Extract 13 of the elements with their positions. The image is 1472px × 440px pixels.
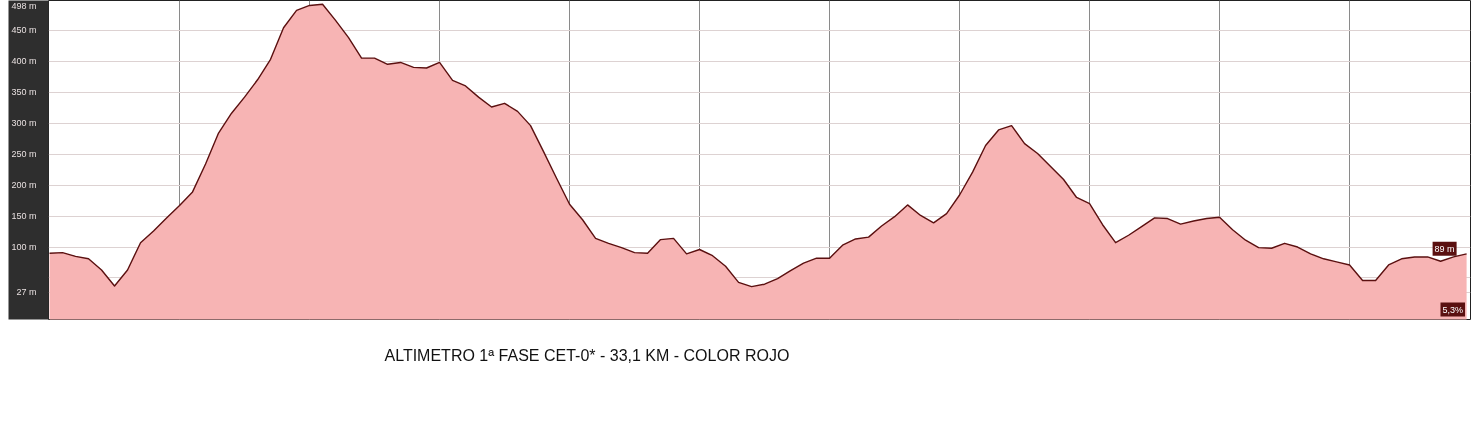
y-tick-label: 300 m	[11, 118, 37, 129]
annotation: 89 m	[1434, 243, 1455, 254]
annotation: 5,3%	[1442, 304, 1464, 315]
y-tick-label: 250 m	[11, 149, 37, 160]
text: ALTIMETRO 1ª FASE CET-0* - 33,1 KM - COLOR ROJO	[384, 346, 790, 364]
y-tick-label: 150 m	[11, 211, 37, 222]
y-tick-label: 498 m	[11, 0, 37, 11]
y-tick-label: 450 m	[11, 25, 37, 36]
y-tick-label: 350 m	[11, 87, 37, 98]
y-tick-label: 100 m	[11, 242, 37, 253]
y-tick-label: 200 m	[11, 180, 37, 191]
y-tick-label: 27 m	[16, 287, 37, 298]
y-tick-label: 400 m	[11, 56, 37, 67]
